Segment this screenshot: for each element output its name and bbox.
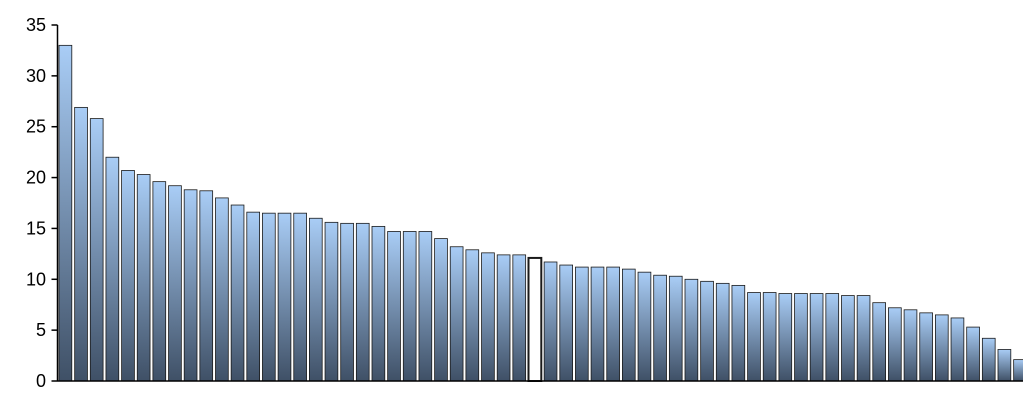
y-tick-label: 20	[26, 168, 46, 188]
bar	[340, 222, 354, 382]
bar	[89, 118, 104, 382]
bar	[262, 212, 276, 382]
bar	[966, 326, 980, 382]
bar	[402, 231, 417, 382]
bar	[919, 312, 933, 382]
bar	[168, 185, 182, 382]
bar	[997, 349, 1012, 382]
bar	[950, 317, 965, 382]
bar	[731, 284, 746, 382]
bar	[308, 217, 323, 382]
bar	[903, 309, 918, 382]
y-tick-label: 10	[26, 269, 46, 289]
bar	[715, 282, 730, 382]
bar	[512, 254, 527, 382]
bar	[872, 302, 886, 382]
bar	[809, 293, 824, 382]
y-axis: 0 5 10 15 20 25 30 35	[26, 15, 1023, 391]
y-tick-label: 35	[26, 15, 46, 35]
bar	[277, 212, 292, 382]
bar	[622, 268, 636, 382]
bar	[590, 266, 605, 382]
bar	[606, 266, 620, 382]
bar	[575, 266, 589, 382]
bar	[496, 254, 511, 382]
y-tick-label: 30	[26, 66, 46, 86]
bar	[481, 252, 495, 382]
y-tick-label: 25	[26, 117, 46, 137]
bar	[58, 44, 73, 382]
bar	[684, 278, 699, 382]
bar	[230, 204, 245, 382]
bar	[841, 295, 855, 382]
bar	[449, 246, 464, 382]
bar	[74, 106, 88, 382]
bar	[121, 170, 135, 382]
bar	[888, 307, 902, 382]
bar	[199, 190, 214, 382]
y-tick-label: 15	[26, 218, 46, 238]
bar	[794, 293, 808, 382]
bar	[981, 337, 996, 382]
y-tick-label: 5	[36, 320, 46, 340]
bar	[637, 271, 652, 382]
bar	[152, 181, 167, 382]
bar	[559, 264, 573, 382]
bar	[387, 231, 401, 382]
bar	[465, 249, 480, 382]
y-tick-label: 0	[36, 371, 46, 388]
bar	[136, 174, 151, 382]
bar	[935, 314, 949, 382]
bar	[355, 222, 370, 382]
bar	[183, 189, 198, 382]
bar	[778, 293, 793, 382]
bar	[747, 292, 761, 382]
bar	[668, 275, 683, 382]
bars-group	[58, 44, 1023, 382]
bar	[418, 231, 433, 382]
bar	[653, 274, 667, 382]
bar-highlighted	[527, 256, 543, 382]
bar	[700, 280, 714, 382]
bar	[324, 221, 339, 382]
bar	[246, 211, 261, 382]
bar	[1013, 359, 1023, 382]
bar	[434, 238, 448, 382]
bar	[215, 197, 229, 382]
bar	[856, 295, 871, 382]
bar	[371, 225, 386, 382]
bar	[105, 156, 120, 382]
bar	[825, 293, 840, 382]
bar	[762, 292, 777, 382]
bar	[543, 261, 558, 382]
bar	[293, 212, 307, 382]
